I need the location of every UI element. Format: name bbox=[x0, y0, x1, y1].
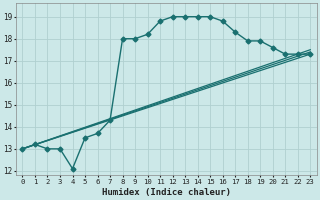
X-axis label: Humidex (Indice chaleur): Humidex (Indice chaleur) bbox=[102, 188, 231, 197]
